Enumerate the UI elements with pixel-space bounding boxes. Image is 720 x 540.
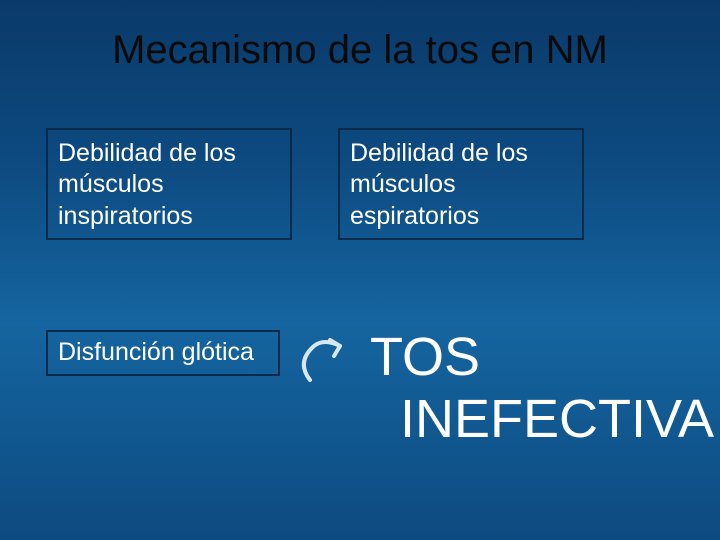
slide-title: Mecanismo de la tos en NM <box>40 28 680 73</box>
box-text: Debilidad de los músculos inspiratorios <box>58 139 236 230</box>
box-text: Disfunción glótica <box>58 337 254 368</box>
result-line1: TOS <box>370 326 714 388</box>
box-inspiratory-weakness: Debilidad de los músculos inspiratorios <box>46 128 292 240</box>
box-text: Debilidad de los músculos espiratorios <box>350 139 528 230</box>
curved-arrow-icon <box>290 332 360 392</box>
result-line2: INEFECTIVA <box>370 388 714 450</box>
result-text: TOS INEFECTIVA <box>370 326 714 450</box>
box-expiratory-weakness: Debilidad de los músculos espiratorios <box>338 128 584 240</box>
box-glottic-dysfunction: Disfunción glótica <box>46 330 280 376</box>
